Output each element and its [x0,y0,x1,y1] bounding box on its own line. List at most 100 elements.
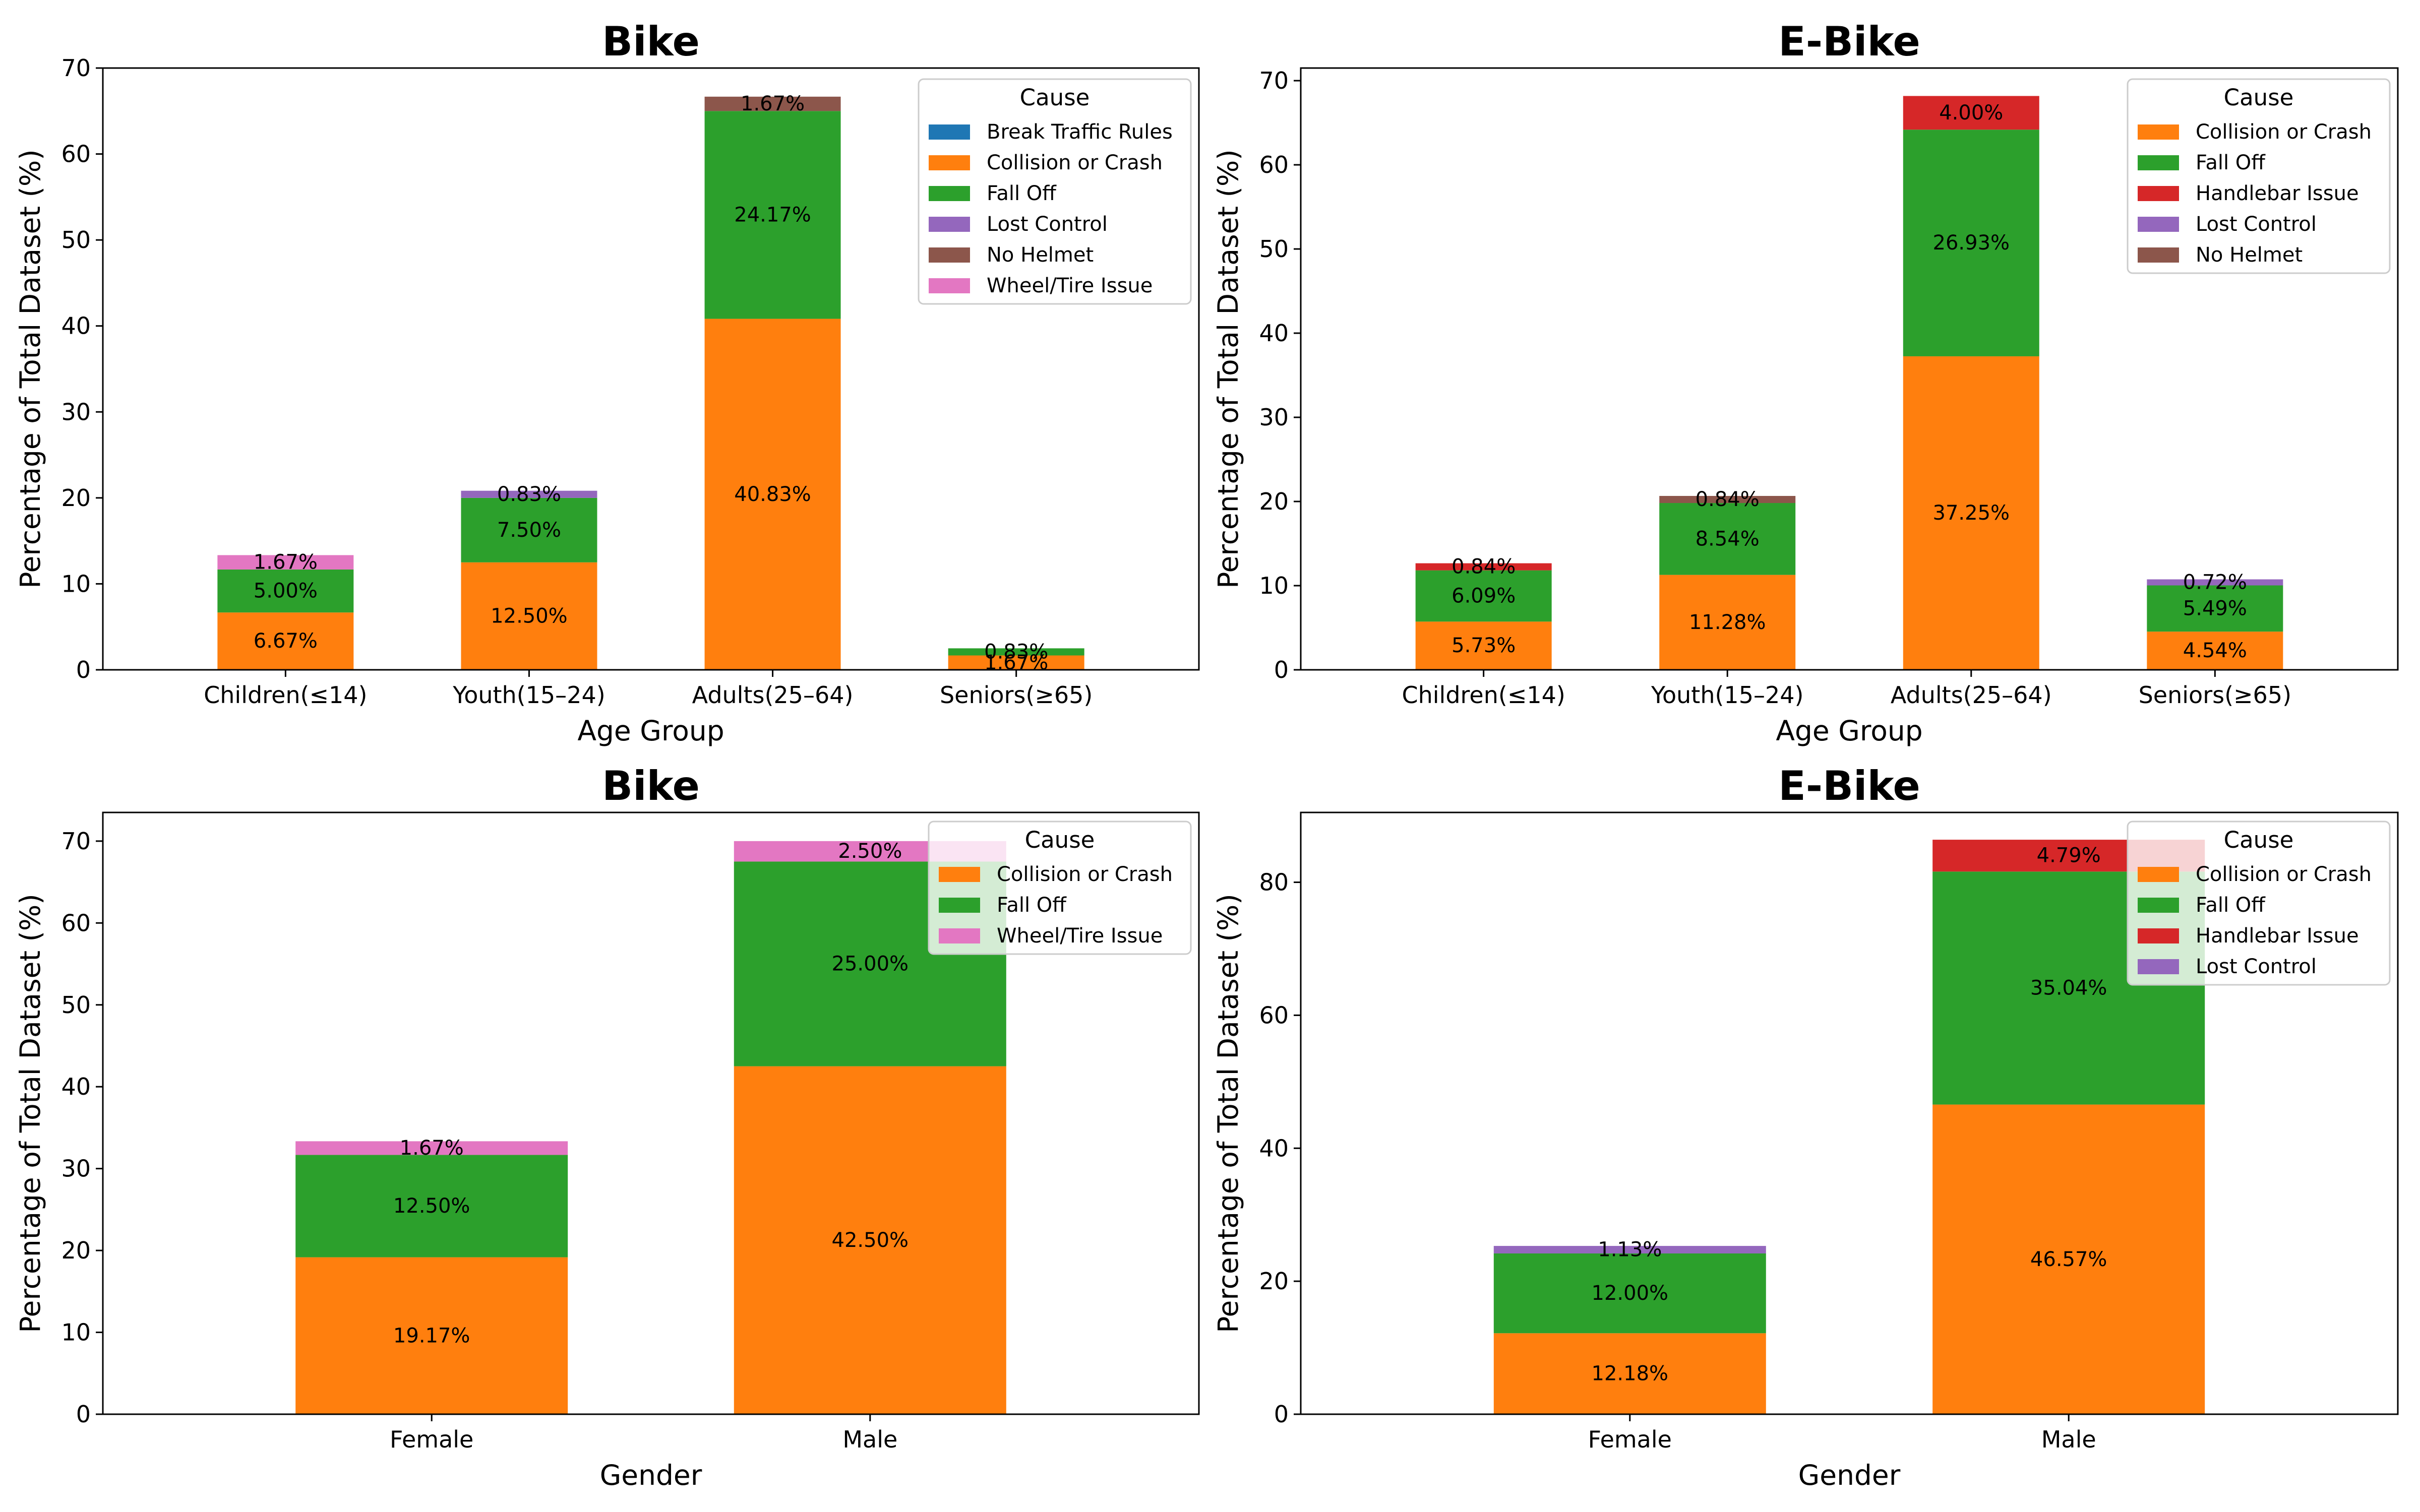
data-label: 4.79% [2037,844,2101,867]
bar-fall-off-2 [1659,503,1796,575]
y-tick-label: 0 [1274,656,1289,683]
data-label: 5.73% [1451,634,1516,657]
legend-item-label: No Helmet [987,243,1094,267]
legend-swatch [929,217,970,232]
bar-collision-or-crash-1 [217,612,354,670]
data-label: 37.25% [1933,501,2010,525]
data-label: 1.13% [1598,1238,1662,1262]
bar-collision-or-crash-1 [1415,621,1552,670]
y-tick-label: 40 [61,1073,91,1100]
data-label: 0.72% [2183,571,2247,594]
legend-title: Cause [1020,84,1090,111]
legend-item-label: Collision or Crash [987,151,1163,174]
legend-item-label: Fall Off [997,894,1067,917]
axes-frame [1300,67,2399,671]
x-tick-label: Seniors(≥65) [2139,681,2291,709]
legend-box [2127,78,2391,274]
data-label: 0.84% [1696,488,1760,511]
chart-title: Bike [602,763,700,809]
data-label: 12.18% [1592,1362,1669,1385]
data-label: 12.00% [1592,1282,1669,1305]
y-tick-label: 20 [1259,488,1289,515]
y-tick-label: 0 [1274,1401,1289,1428]
chart-panel-3: 19.17% 42.50% 12.50% 25.00% 1.67% 2.50% 0 10 20 3… [14,763,1200,1491]
axes-frame [102,67,1200,671]
data-label: 12.50% [393,1194,470,1218]
bar-collision-or-crash-1 [295,1257,568,1414]
axes-frame [1300,811,2399,1415]
y-tick-label: 20 [61,484,91,512]
data-label: 1.67% [400,1137,464,1160]
data-label: 4.00% [1939,101,2003,124]
legend: Cause Collision or Crash Fall Off Wheel/Tir… [928,821,1192,955]
bar-fall-off-2 [461,497,597,562]
data-label: 12.50% [491,604,568,627]
legend-item-label: Break Traffic Rules [987,120,1173,144]
bar-fall-off-1 [217,569,354,613]
data-label: 8.54% [1696,527,1760,550]
legend-swatch [2138,217,2179,232]
x-tick-label: Adults(25–64) [1891,681,2052,709]
y-tick-label: 40 [61,312,91,340]
legend-swatch [2138,186,2179,201]
legend-item-label: Collision or Crash [997,863,1173,886]
legend-item-label: Fall Off [987,182,1057,205]
data-label: 0.84% [1451,555,1516,579]
y-tick-label: 70 [61,54,91,82]
legend-box [2127,821,2391,986]
y-tick-label: 50 [1259,235,1289,263]
data-label: 5.00% [254,580,318,603]
data-label: 6.67% [254,629,318,653]
legend-swatch [2138,155,2179,170]
legend-swatch [929,124,970,140]
y-tick-label: 0 [76,1401,91,1428]
legend-swatch [2138,124,2179,140]
y-tick-label: 40 [1259,1135,1289,1162]
x-tick-label: Children(≤14) [1402,681,1565,709]
bar-collision-or-crash-3 [704,319,841,670]
legend-item-label: Handlebar Issue [2196,924,2359,948]
data-label: 5.49% [2183,597,2247,620]
data-label: 0.83% [984,640,1048,663]
chart-panel-2: 5.73% 11.28% 37.25% 4.54% 6.09% 8.54% 26.93% 5.… [1212,18,2399,747]
data-label: 4.54% [2183,639,2247,662]
x-axis-label: Gender [600,1459,702,1491]
data-label: 11.28% [1689,611,1766,634]
y-tick-label: 10 [1259,572,1289,599]
y-tick-label: 30 [61,1155,91,1182]
data-label: 2.50% [838,840,902,863]
legend-title: Cause [2224,827,2294,853]
x-axis-label: Age Group [577,715,724,747]
legend-item-label: Wheel/Tire Issue [997,924,1163,948]
bar-no-helmet-3 [704,96,841,111]
y-tick-label: 10 [61,1319,91,1346]
legend-swatch [939,867,980,882]
bar-fall-off-1 [1415,570,1552,622]
x-axis-label: Gender [1798,1459,1901,1491]
y-tick-label: 60 [1259,1001,1289,1029]
x-axis-label: Age Group [1776,715,1922,747]
legend-item-label: Lost Control [2196,955,2317,978]
bar-lost-control-1 [1493,1246,1766,1253]
legend: Cause Break Traffic Rules Collision or Cra… [918,78,1192,305]
legend-item-label: Handlebar Issue [2196,182,2359,205]
legend-swatch [2138,247,2179,263]
data-label: 7.50% [497,519,561,542]
bar-collision-or-crash-2 [461,562,597,670]
legend-item-label: Collision or Crash [2196,863,2372,886]
x-tick-label: Female [390,1426,473,1453]
legend-item-label: Collision or Crash [2196,120,2372,144]
legend-box [918,78,1192,305]
bar-collision-or-crash-4 [948,655,1084,670]
legend-swatch [929,186,970,201]
data-label: 1.67% [741,92,805,115]
y-tick-label: 30 [1259,404,1289,431]
legend-swatch [929,247,970,263]
y-tick-label: 40 [1259,320,1289,347]
legend-title: Cause [1025,827,1095,853]
bar-handlebar-issue-1 [1415,563,1552,571]
x-tick-label: Male [2041,1426,2096,1453]
bar-collision-or-crash-2 [1932,1104,2205,1414]
legend: Cause Collision or Crash Fall Off Handlebar… [2127,821,2391,986]
y-tick-label: 0 [76,656,91,683]
